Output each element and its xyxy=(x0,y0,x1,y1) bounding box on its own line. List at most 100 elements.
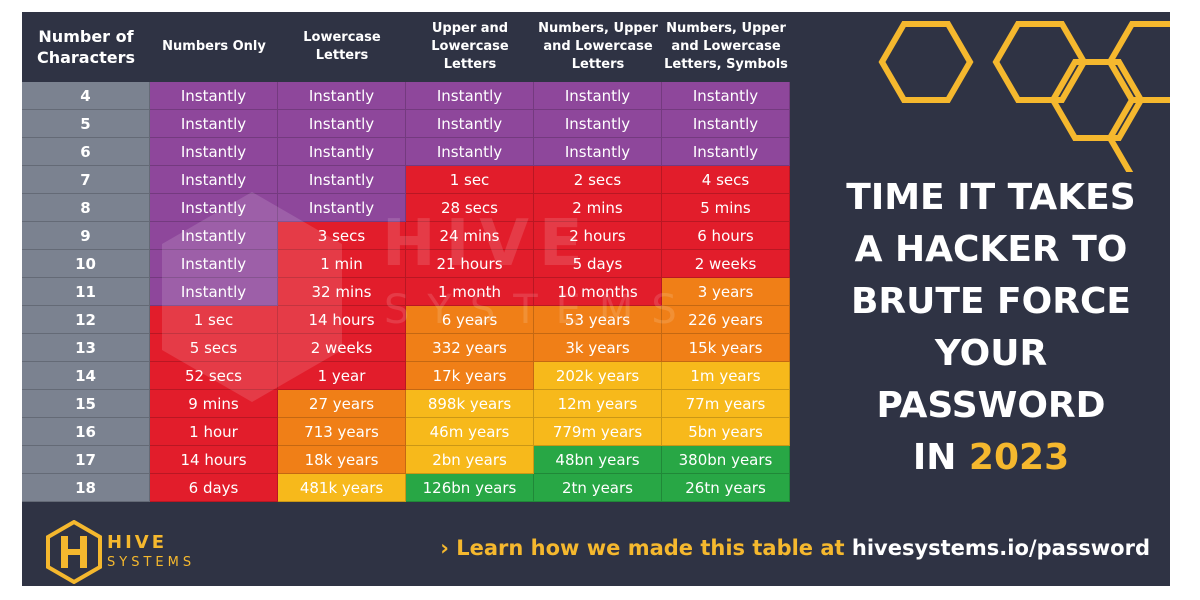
row-label-7: 7 xyxy=(22,166,150,194)
table-cell: 77m years xyxy=(662,390,790,418)
infographic-panel: Number of Characters Numbers Only Lowerc… xyxy=(22,12,1170,586)
learn-more-link[interactable]: › Learn how we made this table at hivesy… xyxy=(440,536,1150,560)
headline-line-6: IN 2023 xyxy=(812,432,1170,484)
table-cell: 898k years xyxy=(406,390,534,418)
table-cell: 2 mins xyxy=(534,194,662,222)
learn-more-text: › Learn how we made this table at xyxy=(440,536,852,560)
row-label-14: 14 xyxy=(22,362,150,390)
table-cell: 24 mins xyxy=(406,222,534,250)
honeycomb-decoration-icon xyxy=(878,21,1170,172)
header-upper-and-lowercase: Upper and Lowercase Letters xyxy=(431,21,509,72)
learn-more-url[interactable]: hivesystems.io/password xyxy=(851,536,1150,560)
row-label-8: 8 xyxy=(22,194,150,222)
table-cell: Instantly xyxy=(406,82,534,110)
logo-hive-text: HIVE xyxy=(107,532,167,553)
row-label-16: 16 xyxy=(22,418,150,446)
row-label-11: 11 xyxy=(22,278,150,306)
headline-line-2: A HACKER TO xyxy=(854,229,1128,270)
table-cell: 1m years xyxy=(662,362,790,390)
table-cell: 5 days xyxy=(534,250,662,278)
table-cell: 5 mins xyxy=(662,194,790,222)
table-cell: Instantly xyxy=(150,166,278,194)
header-numbers-upper-lowercase-symbols: Numbers, Upper and Lowercase Letters, Sy… xyxy=(664,21,788,72)
headline-line-5: PASSWORD xyxy=(876,385,1106,426)
table-cell: 2tn years xyxy=(534,474,662,502)
headline-line-4: YOUR xyxy=(934,333,1048,374)
row-label-9: 9 xyxy=(22,222,150,250)
table-cell: 713 years xyxy=(278,418,406,446)
row-label-10: 10 xyxy=(22,250,150,278)
row-label-18: 18 xyxy=(22,474,150,502)
table-cell: 28 secs xyxy=(406,194,534,222)
table-cell: 2 weeks xyxy=(662,250,790,278)
table-cell: Instantly xyxy=(406,110,534,138)
header-numbers-upper-lowercase: Numbers, Upper and Lowercase Letters xyxy=(538,21,658,72)
table-cell: 1 year xyxy=(278,362,406,390)
table-cell: 21 hours xyxy=(406,250,534,278)
table-cell: 779m years xyxy=(534,418,662,446)
row-label-15: 15 xyxy=(22,390,150,418)
table-cell: Instantly xyxy=(662,110,790,138)
table-cell: Instantly xyxy=(150,110,278,138)
row-label-17: 17 xyxy=(22,446,150,474)
table-cell: 1 month xyxy=(406,278,534,306)
table-cell: 2 hours xyxy=(534,222,662,250)
table-cell: 5 secs xyxy=(150,334,278,362)
table-cell: 6 hours xyxy=(662,222,790,250)
table-cell: Instantly xyxy=(278,194,406,222)
table-cell: 52 secs xyxy=(150,362,278,390)
table-cell: 2 secs xyxy=(534,166,662,194)
table-cell: 481k years xyxy=(278,474,406,502)
row-label-13: 13 xyxy=(22,334,150,362)
table-cell: 1 sec xyxy=(406,166,534,194)
hive-logo-icon xyxy=(46,520,102,584)
table-cell: Instantly xyxy=(278,110,406,138)
headline: TIME IT TAKES A HACKER TO BRUTE FORCE YO… xyxy=(812,172,1170,484)
table-cell: 5bn years xyxy=(662,418,790,446)
table-cell: Instantly xyxy=(534,110,662,138)
table-cell: 226 years xyxy=(662,306,790,334)
table-cell: 14 hours xyxy=(278,306,406,334)
table-cell: 1 hour xyxy=(150,418,278,446)
table-cell: 15k years xyxy=(662,334,790,362)
row-label-5: 5 xyxy=(22,110,150,138)
table-cell: 332 years xyxy=(406,334,534,362)
table-cell: Instantly xyxy=(278,138,406,166)
headline-line-3: BRUTE FORCE xyxy=(850,281,1131,322)
table-cell: Instantly xyxy=(406,138,534,166)
headline-year: 2023 xyxy=(968,437,1070,478)
table-cell: 53 years xyxy=(534,306,662,334)
table-cell: Instantly xyxy=(150,82,278,110)
table-cell: 4 secs xyxy=(662,166,790,194)
row-label-12: 12 xyxy=(22,306,150,334)
table-cell: Instantly xyxy=(150,222,278,250)
table-cell: Instantly xyxy=(150,278,278,306)
table-cell: 380bn years xyxy=(662,446,790,474)
table-cell: 126bn years xyxy=(406,474,534,502)
table-cell: Instantly xyxy=(662,82,790,110)
table-cell: Instantly xyxy=(278,166,406,194)
row-label-6: 6 xyxy=(22,138,150,166)
table-cell: 27 years xyxy=(278,390,406,418)
table-cell: Instantly xyxy=(150,194,278,222)
table-cell: 2 weeks xyxy=(278,334,406,362)
table-cell: Instantly xyxy=(534,82,662,110)
table-cell: 6 years xyxy=(406,306,534,334)
table-cell: Instantly xyxy=(278,82,406,110)
header-numbers-only: Numbers Only xyxy=(162,39,266,54)
table-cell: 3 years xyxy=(662,278,790,306)
logo-systems-text: SYSTEMS xyxy=(107,555,196,570)
table-cell: 1 sec xyxy=(150,306,278,334)
row-label-4: 4 xyxy=(22,82,150,110)
table-cell: 202k years xyxy=(534,362,662,390)
header-number-of-characters: Number of Characters xyxy=(36,27,135,67)
headline-in: IN xyxy=(912,437,969,478)
table-cell: Instantly xyxy=(150,250,278,278)
table-cell: 48bn years xyxy=(534,446,662,474)
table-cell: 6 days xyxy=(150,474,278,502)
table-cell: 46m years xyxy=(406,418,534,446)
table-cell: 12m years xyxy=(534,390,662,418)
table-cell: 3 secs xyxy=(278,222,406,250)
table-cell: 3k years xyxy=(534,334,662,362)
table-cell: Instantly xyxy=(662,138,790,166)
